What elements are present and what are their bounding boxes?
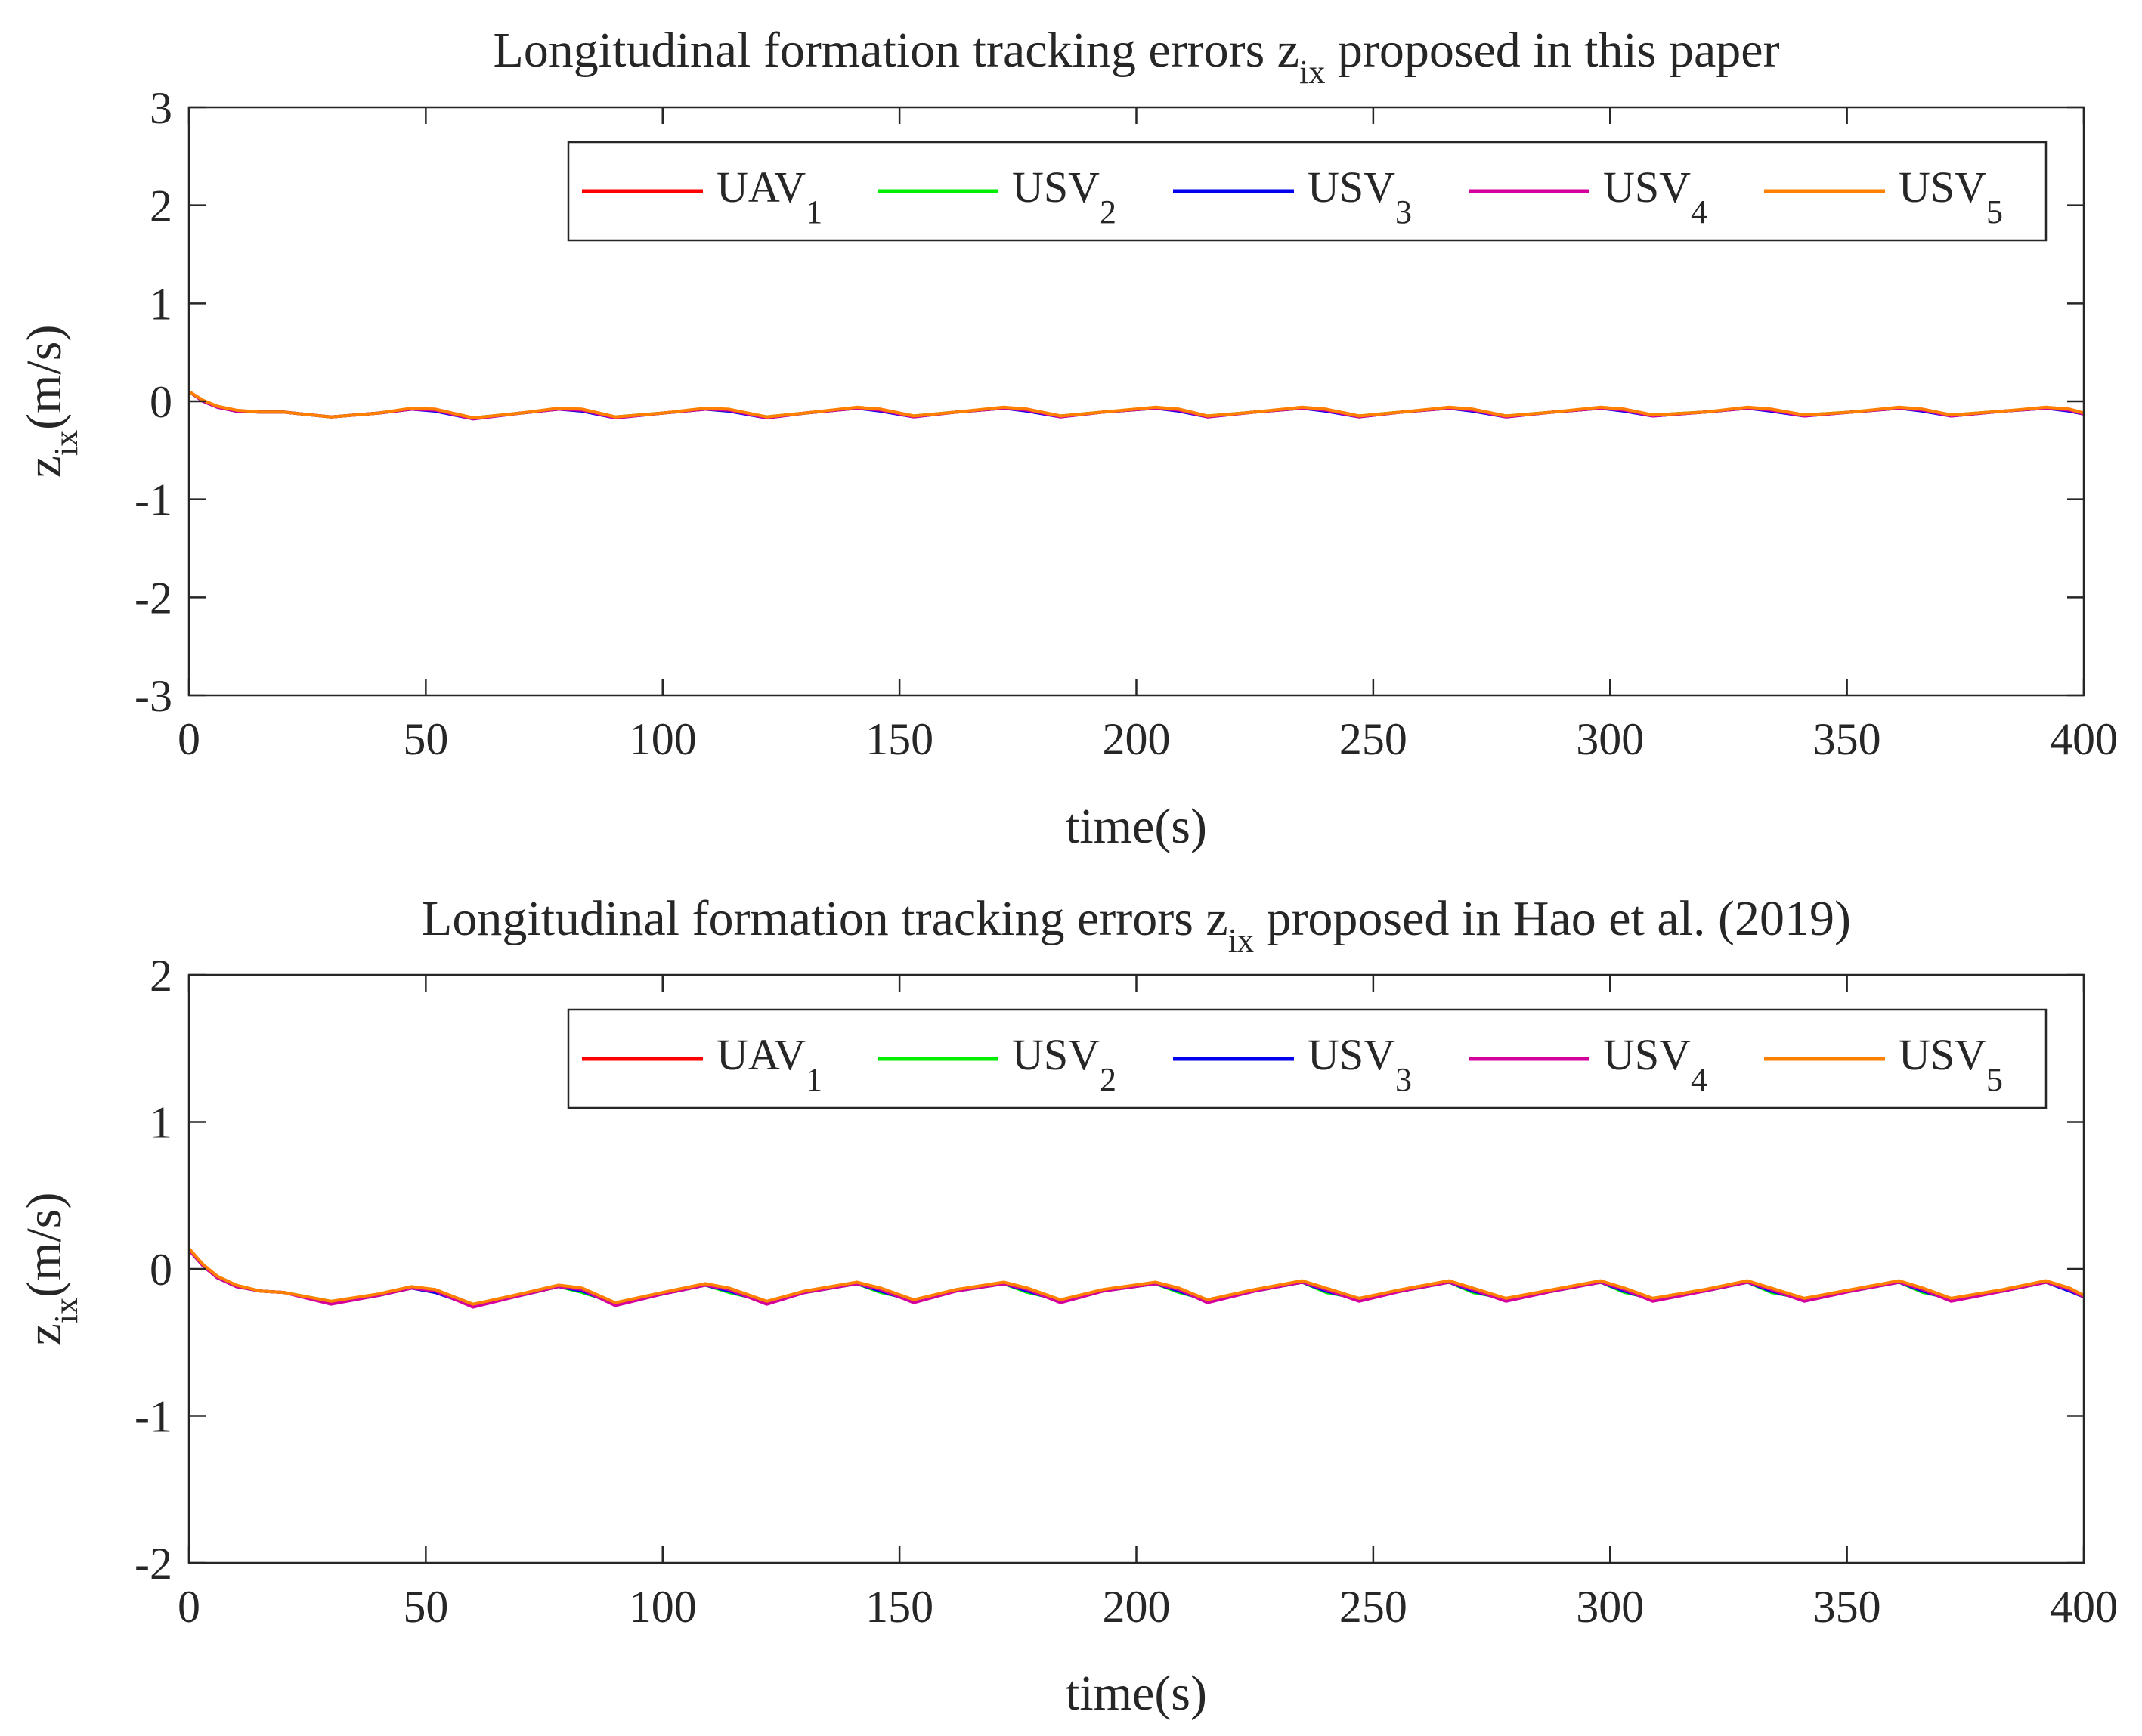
legend-entry-usv2: USV2 bbox=[1012, 1030, 1116, 1098]
x-tick-label: 300 bbox=[1576, 1582, 1644, 1632]
chart-title-rest: proposed in Hao et al. (2019) bbox=[1254, 891, 1851, 946]
legend-label: UAV bbox=[717, 1030, 806, 1079]
legend-entry-usv5: USV5 bbox=[1899, 162, 2003, 231]
y-tick-label: 0 bbox=[150, 377, 172, 427]
series-group bbox=[189, 1247, 2084, 1309]
x-tick-label: 250 bbox=[1339, 714, 1407, 764]
y-axis-label-rest: (m/s) bbox=[17, 1193, 72, 1298]
chart-title: Longitudinal formation tracking errors z… bbox=[422, 891, 1851, 959]
x-tick-label: 200 bbox=[1103, 1582, 1171, 1632]
y-tick-label: 0 bbox=[150, 1245, 172, 1295]
y-axis-label-rest: (m/s) bbox=[17, 325, 72, 430]
y-tick-label: -3 bbox=[135, 671, 172, 721]
x-tick-label: 400 bbox=[2050, 1582, 2118, 1632]
legend-label: USV bbox=[1603, 162, 1691, 212]
legend-label-subscript: 1 bbox=[806, 1061, 822, 1098]
chart-title-subscript: ix bbox=[1299, 54, 1325, 91]
legend-entry-usv3: USV3 bbox=[1308, 1030, 1412, 1098]
x-tick-label: 0 bbox=[178, 1582, 200, 1632]
legend-entry-usv3: USV3 bbox=[1308, 162, 1412, 231]
legend-label-subscript: 1 bbox=[806, 193, 822, 231]
y-tick-label: 1 bbox=[150, 1098, 172, 1148]
legend-label: USV bbox=[1899, 162, 1986, 212]
y-tick-label: 2 bbox=[150, 951, 172, 1001]
y-tick-label: -2 bbox=[135, 573, 172, 623]
legend-label-subscript: 3 bbox=[1395, 1061, 1412, 1098]
legend-label-subscript: 2 bbox=[1100, 1061, 1116, 1098]
series-line-usv5 bbox=[189, 390, 2084, 419]
x-tick-label: 400 bbox=[2050, 714, 2118, 764]
x-tick-label: 50 bbox=[403, 714, 448, 764]
y-tick-label: -2 bbox=[135, 1539, 172, 1589]
y-tick-label: 1 bbox=[150, 279, 172, 329]
chart-panel-1: Longitudinal formation tracking errors z… bbox=[17, 23, 2118, 854]
y-axis-label-subscript: ix bbox=[48, 430, 85, 456]
y-axis-label-subscript: ix bbox=[48, 1298, 85, 1323]
series-group bbox=[189, 390, 2084, 421]
y-axis-label: zix(m/s) bbox=[17, 325, 85, 478]
legend-label: UAV bbox=[717, 162, 806, 212]
x-tick-label: 150 bbox=[865, 1582, 933, 1632]
y-tick-label: 3 bbox=[150, 83, 172, 133]
legend-label-subscript: 5 bbox=[1986, 193, 2003, 231]
legend-label-subscript: 4 bbox=[1691, 1061, 1707, 1098]
y-axis-label-base: z bbox=[17, 456, 72, 478]
x-tick-label: 50 bbox=[403, 1582, 448, 1632]
legend-entry-uav1: UAV1 bbox=[717, 162, 822, 231]
x-tick-label: 150 bbox=[865, 714, 933, 764]
x-tick-label: 350 bbox=[1813, 714, 1881, 764]
x-tick-label: 100 bbox=[629, 1582, 697, 1632]
y-axis-label-base: z bbox=[17, 1323, 72, 1345]
y-tick-label: 2 bbox=[150, 181, 172, 231]
legend-entry-usv2: USV2 bbox=[1012, 162, 1116, 231]
y-tick-label: -1 bbox=[135, 475, 172, 525]
legend-label-subscript: 3 bbox=[1395, 193, 1412, 231]
legend-entry-uav1: UAV1 bbox=[717, 1030, 822, 1098]
legend-label: USV bbox=[1603, 1030, 1691, 1079]
chart-title-rest: proposed in this paper bbox=[1325, 23, 1779, 78]
legend-label: USV bbox=[1012, 162, 1100, 212]
x-tick-label: 250 bbox=[1339, 1582, 1407, 1632]
legend-label-subscript: 5 bbox=[1986, 1061, 2003, 1098]
chart-title-subscript: ix bbox=[1228, 922, 1254, 959]
chart-title-main: Longitudinal formation tracking errors z bbox=[422, 891, 1228, 946]
x-axis-label: time(s) bbox=[1066, 799, 1207, 854]
legend-label: USV bbox=[1308, 162, 1395, 212]
series-line-usv5 bbox=[189, 1247, 2084, 1306]
legend-entry-usv5: USV5 bbox=[1899, 1030, 2003, 1098]
legend-entry-usv4: USV4 bbox=[1603, 1030, 1707, 1098]
legend-label-subscript: 2 bbox=[1100, 193, 1116, 231]
x-tick-label: 300 bbox=[1576, 714, 1644, 764]
chart-title: Longitudinal formation tracking errors z… bbox=[493, 23, 1779, 91]
y-tick-label: -1 bbox=[135, 1392, 172, 1442]
chart-title-main: Longitudinal formation tracking errors z bbox=[493, 23, 1299, 78]
legend-label-subscript: 4 bbox=[1691, 193, 1707, 231]
legend-label: USV bbox=[1012, 1030, 1100, 1079]
x-tick-label: 100 bbox=[629, 714, 697, 764]
x-tick-label: 350 bbox=[1813, 1582, 1881, 1632]
x-axis-label: time(s) bbox=[1066, 1666, 1207, 1721]
legend-label: USV bbox=[1899, 1030, 1986, 1079]
legend-label: USV bbox=[1308, 1030, 1395, 1079]
y-axis-label: zix(m/s) bbox=[17, 1193, 85, 1346]
x-tick-label: 200 bbox=[1103, 714, 1171, 764]
x-tick-label: 0 bbox=[178, 714, 200, 764]
legend-entry-usv4: USV4 bbox=[1603, 162, 1707, 231]
chart-panel-2: Longitudinal formation tracking errors z… bbox=[17, 891, 2118, 1721]
